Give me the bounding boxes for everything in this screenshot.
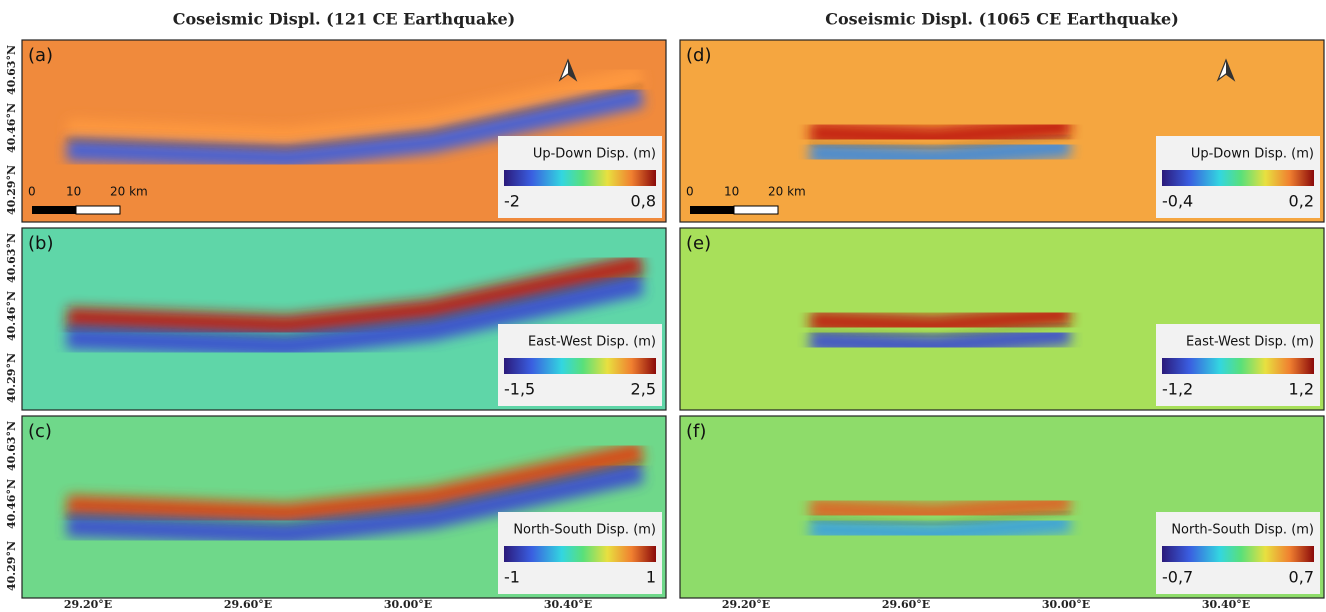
y-coord-label: 40.29°N [5, 541, 18, 591]
scale-bar-label: 0 [686, 185, 694, 199]
y-coord-label: 40.63°N [5, 233, 18, 283]
legend-title: North-South Disp. (m) [1171, 523, 1314, 538]
scale-bar-black [32, 206, 76, 214]
colorbar [504, 170, 656, 186]
column-title: Coseismic Displ. (1065 CE Earthquake) [825, 10, 1179, 29]
legend-min: -1,5 [504, 380, 535, 399]
y-coord-label: 40.63°N [5, 421, 18, 471]
y-coord-label: 40.46°N [5, 479, 18, 529]
colorbar [504, 546, 656, 562]
map-panel: (b) East-West Disp. (m) -1,5 2,5 [22, 228, 666, 410]
x-coord-label: 30.00°E [384, 598, 432, 611]
panel-label: (e) [686, 233, 711, 254]
legend-min: -1 [504, 568, 520, 587]
x-coord-label: 29.20°E [722, 598, 770, 611]
displacement-positive [810, 502, 1070, 514]
legend-title: East-West Disp. (m) [528, 335, 656, 350]
legend-min: -1,2 [1162, 380, 1193, 399]
legend-max: 2,5 [631, 380, 656, 399]
legend-max: 1,2 [1289, 380, 1314, 399]
scale-bar-label: 10 [724, 185, 739, 199]
legend-max: 0,2 [1289, 192, 1314, 211]
y-coord-label: 40.46°N [5, 103, 18, 153]
x-coord-label: 30.00°E [1042, 598, 1090, 611]
colorbar [1162, 170, 1314, 186]
map-panel: (e) East-West Disp. (m) -1,2 1,2 [680, 228, 1324, 410]
displacement-positive [810, 314, 1070, 326]
scale-bar-black [690, 206, 734, 214]
legend-title: East-West Disp. (m) [1186, 335, 1314, 350]
colorbar [1162, 358, 1314, 374]
x-coord-label: 29.60°E [882, 598, 930, 611]
figure: Coseismic Displ. (121 CE Earthquake) Cos… [0, 0, 1326, 612]
legend-title: Up-Down Disp. (m) [1191, 147, 1314, 162]
legend-min: -0,7 [1162, 568, 1193, 587]
panel-label: (a) [28, 45, 53, 66]
scale-bar-label: 20 km [110, 185, 148, 199]
legend-max: 0,8 [631, 192, 656, 211]
x-coord-label: 29.20°E [64, 598, 112, 611]
map-panel: (f) North-South Disp. (m) -0,7 0,7 [680, 416, 1324, 598]
scale-bar-label: 20 km [768, 185, 806, 199]
y-coord-label: 40.46°N [5, 291, 18, 341]
legend-max: 0,7 [1289, 568, 1314, 587]
legend-min: -0,4 [1162, 192, 1193, 211]
x-coord-label: 30.40°E [1202, 598, 1250, 611]
map-panel: (a) Up-Down Disp. (m) -2 0,8 0 10 20 km [22, 40, 666, 222]
map-panel: (d) Up-Down Disp. (m) -0,4 0,2 0 10 20 km [680, 40, 1324, 222]
colorbar [504, 358, 656, 374]
colorbar [1162, 546, 1314, 562]
scale-bar-white [734, 206, 778, 214]
scale-bar-label: 0 [28, 185, 36, 199]
panel-label: (b) [28, 233, 53, 254]
displacement-positive [810, 126, 1070, 138]
scale-bar-label: 10 [66, 185, 81, 199]
scale-bar-white [76, 206, 120, 214]
map-panel: (c) North-South Disp. (m) -1 1 [22, 416, 666, 598]
x-coord-label: 29.60°E [224, 598, 272, 611]
x-coord-label: 30.40°E [544, 598, 592, 611]
legend-min: -2 [504, 192, 520, 211]
y-coord-label: 40.29°N [5, 353, 18, 403]
y-coord-label: 40.63°N [5, 45, 18, 95]
y-coord-label: 40.29°N [5, 165, 18, 215]
legend-title: Up-Down Disp. (m) [533, 147, 656, 162]
panel-label: (d) [686, 45, 711, 66]
panel-label: (c) [28, 421, 52, 442]
legend-title: North-South Disp. (m) [513, 523, 656, 538]
legend-max: 1 [646, 568, 656, 587]
panel-label: (f) [686, 421, 706, 442]
column-title: Coseismic Displ. (121 CE Earthquake) [173, 10, 515, 29]
